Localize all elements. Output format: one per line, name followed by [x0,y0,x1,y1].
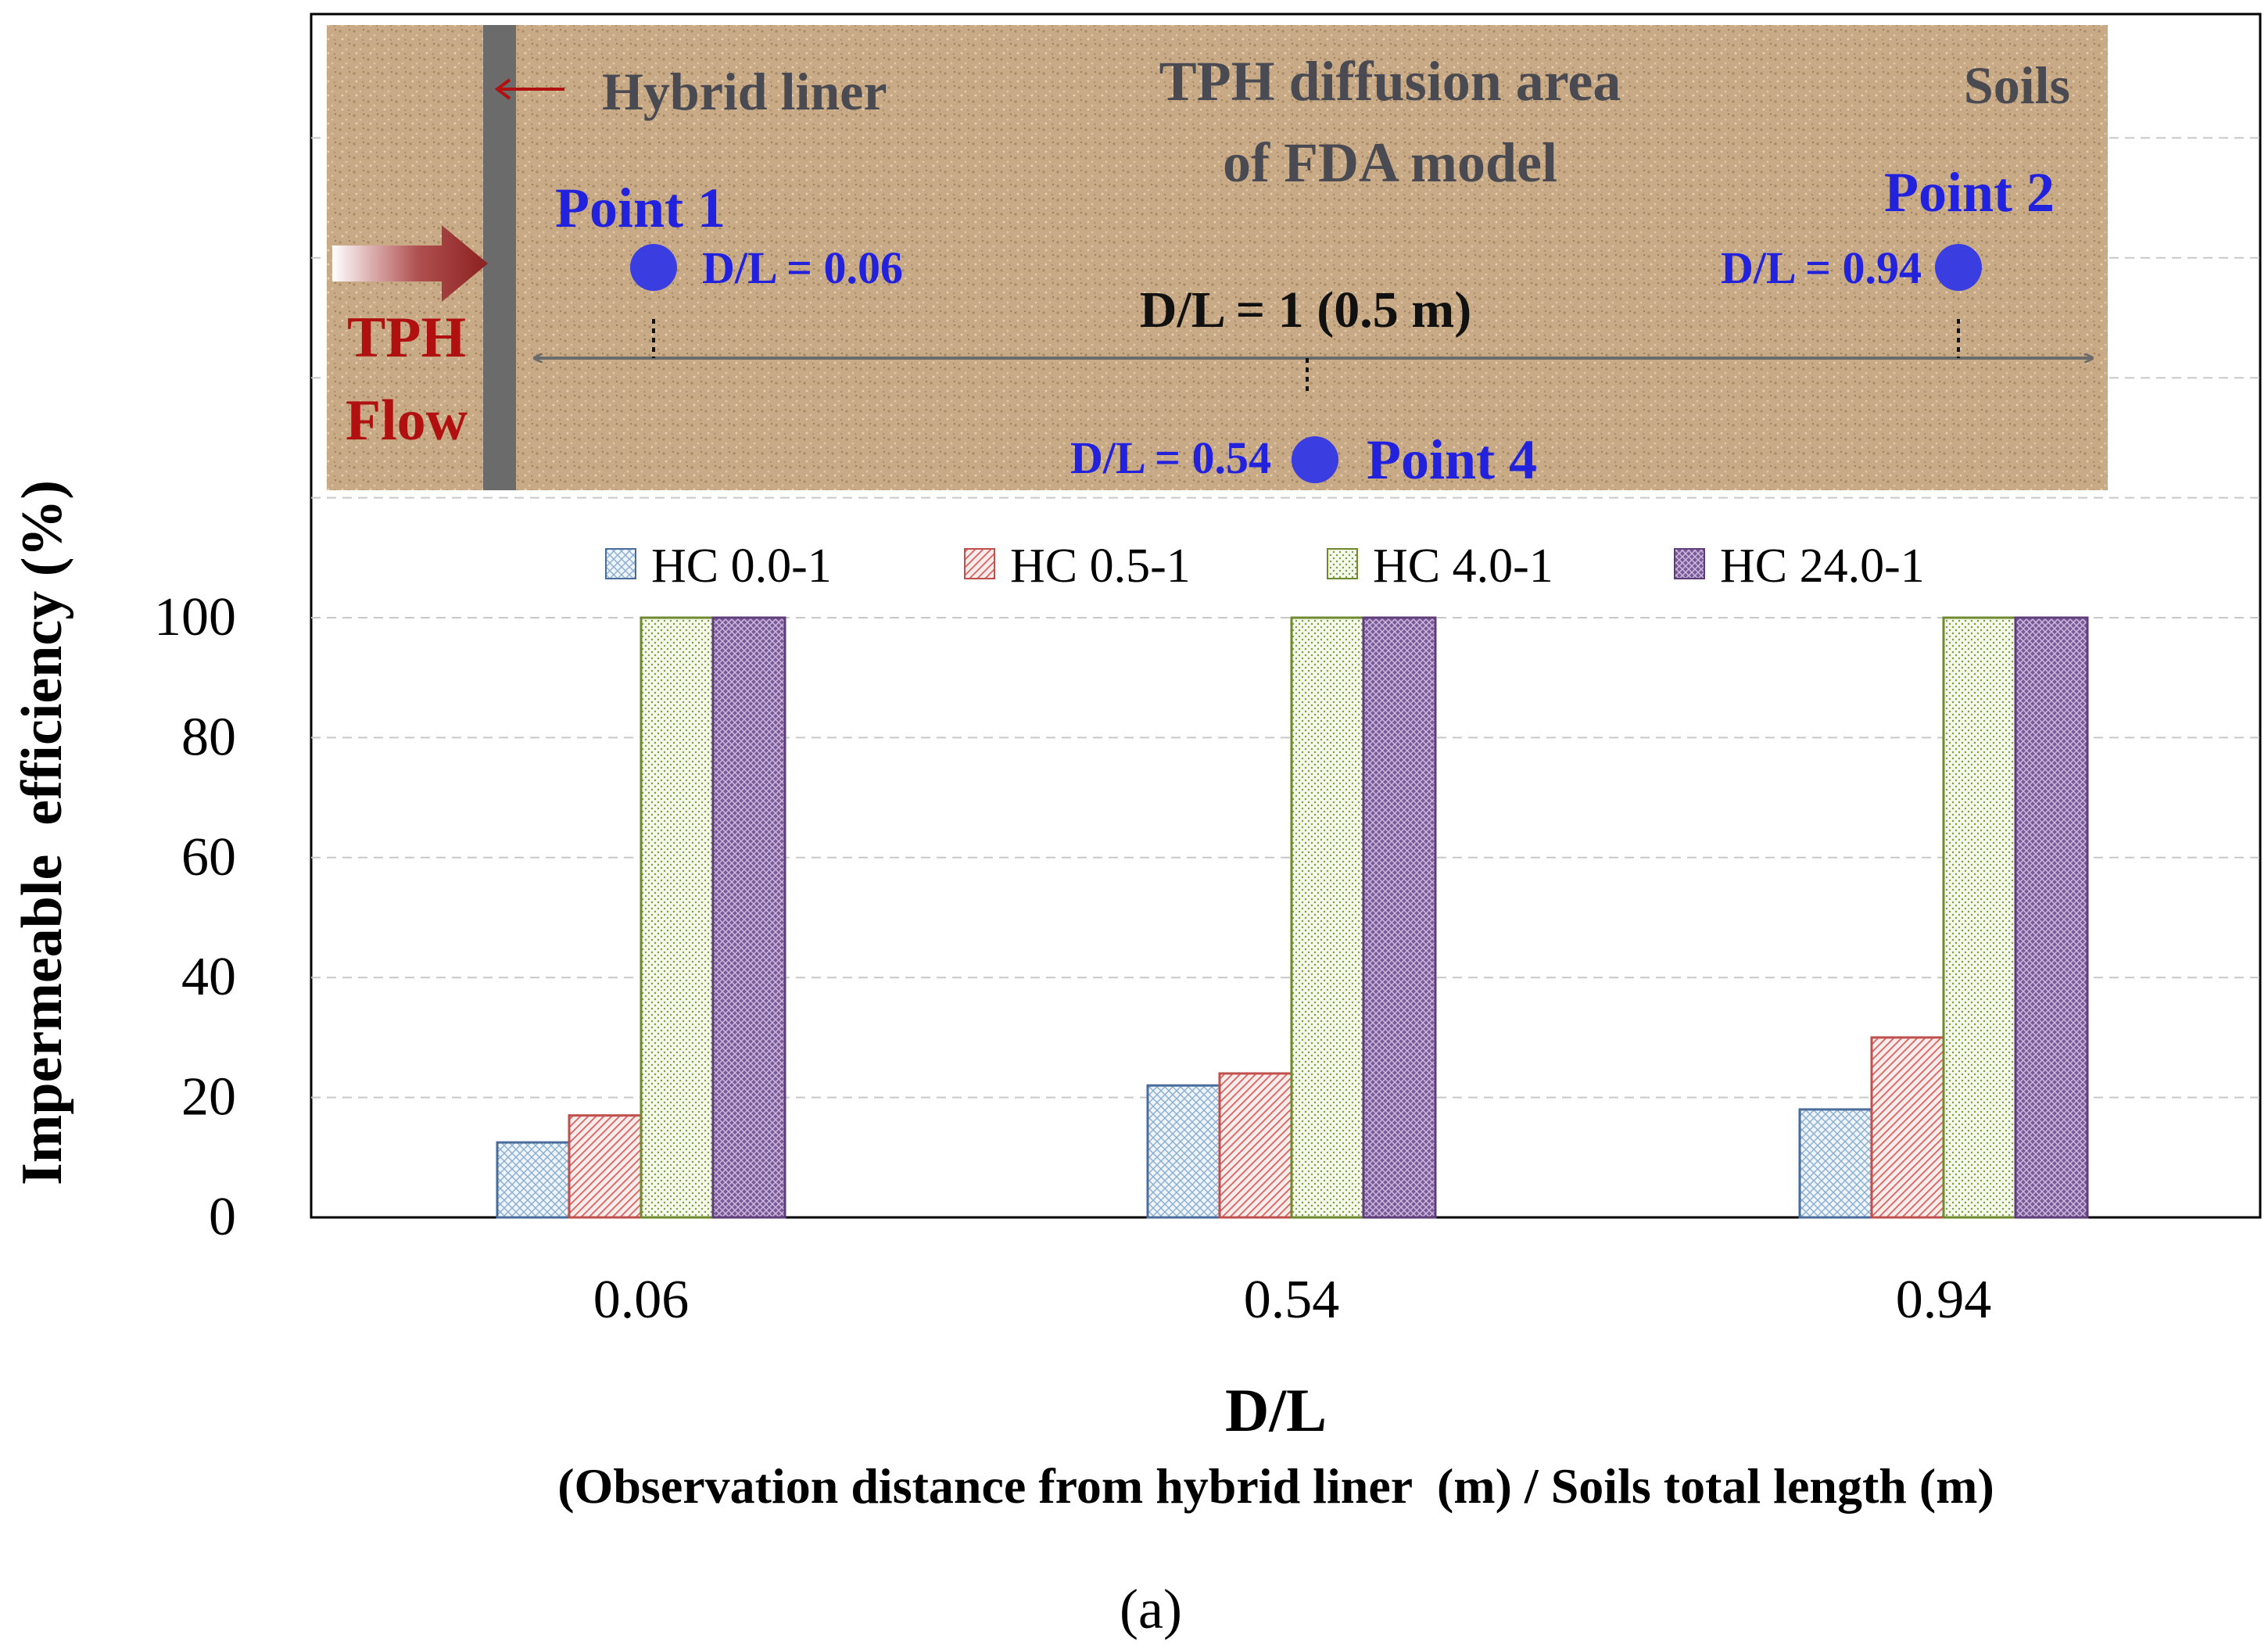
bar-0-0 [496,1141,571,1219]
point2-dl: D/L = 0.94 [1721,242,1922,293]
legend-label-2: HC 4.0-1 [1373,540,1553,593]
x-axis-title: D/L [1225,1376,1327,1444]
bar-1-2 [1290,616,1365,1219]
y-tick-label-1: 20 [181,1067,236,1127]
bar-1-0 [1146,1084,1221,1219]
liner-pointer-arrowhead-icon [494,78,511,100]
point4-name: Point 4 [1367,428,1537,491]
area-title-line1: TPH diffusion area [1159,50,1621,113]
point2-name: Point 2 [1884,161,2055,224]
x-tick-label-2: 0.94 [1896,1270,1992,1330]
legend-label-0: HC 0.0-1 [651,540,832,593]
y-axis-ticks: 0 20 40 60 80 100 [154,587,236,1247]
bar-2-3 [2014,616,2089,1219]
point4-dl: D/L = 0.54 [1070,432,1271,483]
bar-2-0 [1798,1108,1873,1219]
y-tick-label-0: 0 [209,1187,236,1247]
x-axis-subtitle: (Observation distance from hybrid liner … [557,1458,1994,1514]
point4-marker [1292,436,1338,483]
y-tick-label-2: 40 [181,947,236,1007]
soil-area [327,25,2108,490]
span-label: D/L = 1 (0.5 m) [1140,281,1471,339]
legend-label-1: HC 0.5-1 [1010,540,1191,593]
x-tick-label-1: 0.54 [1244,1270,1340,1330]
flow-label-line2: Flow [346,389,468,453]
legend-swatch-0 [605,548,636,579]
bar-0-2 [640,616,715,1219]
point1-marker [630,244,677,291]
legend: HC 0.0-1 HC 0.5-1 HC 4.0-1 HC 24.0-1 [605,540,1925,593]
bar-0-3 [711,616,786,1219]
bar-2-2 [1942,616,2017,1219]
bar-1-1 [1218,1072,1293,1219]
x-axis-ticks: 0.06 0.54 0.94 [593,1270,1992,1330]
y-axis-title: Impermeable efficiency (%) [10,480,74,1185]
point1-dl: D/L = 0.06 [702,242,903,293]
legend-swatch-1 [964,548,995,579]
x-tick-label-0: 0.06 [593,1270,690,1330]
bar-0-1 [568,1114,643,1219]
soils-label: Soils [1964,56,2070,115]
legend-swatch-3 [1674,548,1705,579]
legend-swatch-2 [1327,548,1358,579]
tph-flow-arrow-icon [332,225,488,302]
y-tick-label-4: 80 [181,707,236,767]
hybrid-liner-bar [483,25,516,490]
point2-marker [1935,244,1982,291]
liner-label: Hybrid liner [602,62,887,121]
legend-label-3: HC 24.0-1 [1720,540,1925,593]
bars [496,616,2089,1219]
y-tick-label-5: 100 [154,587,236,647]
point1-name: Point 1 [555,177,726,239]
bar-1-3 [1362,616,1437,1219]
area-title-line2: of FDA model [1223,131,1557,194]
figure-label: (a) [1120,1578,1182,1640]
flow-label-line1: TPH [347,306,466,370]
y-tick-label-3: 60 [181,827,236,887]
soil-diagram: TPH Flow Hybrid liner TPH diffusion area… [327,25,2108,491]
bar-2-1 [1870,1036,1945,1219]
